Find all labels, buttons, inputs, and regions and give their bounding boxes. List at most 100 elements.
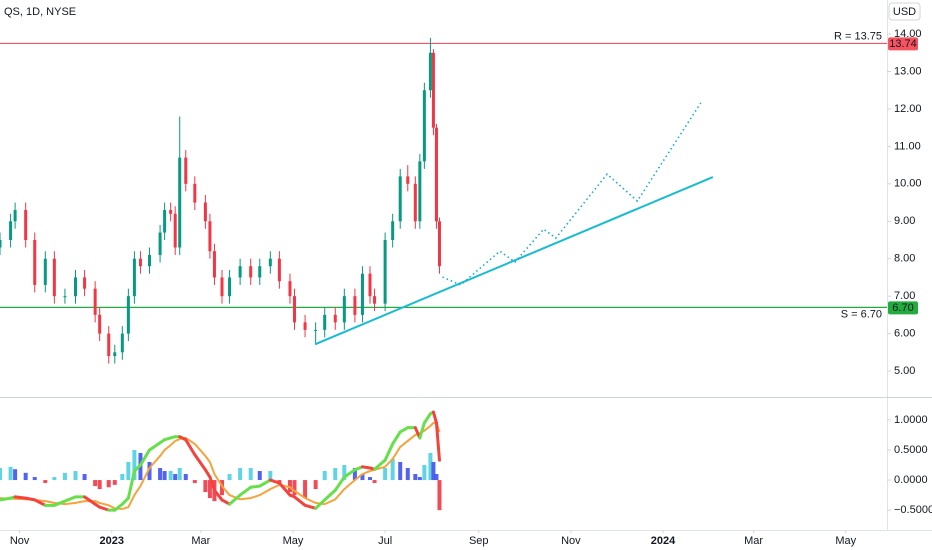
- candle-body: [434, 127, 438, 222]
- fast-line-segment: [431, 410, 438, 425]
- candle-body: [368, 273, 372, 297]
- candle-body: [13, 210, 17, 222]
- histogram-bar: [360, 474, 365, 481]
- histogram-bar: [238, 468, 243, 481]
- candle-body: [428, 52, 432, 91]
- histogram-bar: [168, 471, 173, 481]
- y-tick-label: 11.00: [894, 140, 921, 152]
- x-tick-label: Jul: [378, 535, 392, 547]
- histogram-bar: [97, 480, 102, 490]
- candle-body: [323, 314, 327, 330]
- histogram-bar: [0, 468, 2, 481]
- candle-body: [83, 277, 87, 289]
- histogram-bar: [248, 468, 253, 481]
- fast-line-segment: [148, 441, 162, 452]
- candle-body: [383, 239, 387, 304]
- candle-body: [314, 329, 318, 331]
- candle-body: [138, 258, 142, 267]
- histogram-bar: [313, 480, 318, 490]
- candle-body: [373, 296, 377, 304]
- candle-body: [212, 251, 216, 278]
- histogram-bar: [268, 471, 273, 481]
- histogram-bar: [342, 465, 347, 481]
- fast-line-segment: [258, 478, 272, 488]
- fast-line-segment: [138, 448, 152, 467]
- candle-body: [126, 296, 130, 334]
- chart-title: QS, 1D, NYSE: [4, 6, 76, 18]
- histogram-bar: [8, 466, 13, 481]
- candle-body: [258, 266, 262, 278]
- histogram-bar: [227, 474, 232, 481]
- fast-line-segment: [249, 484, 262, 489]
- fast-line-segment: [24, 496, 37, 502]
- x-tick-label: Mar: [744, 535, 763, 547]
- histogram-bar: [73, 471, 78, 481]
- histogram-bar: [183, 474, 188, 481]
- fast-line-segment: [98, 505, 111, 512]
- fast-line-segment: [238, 485, 253, 497]
- y-tick-label: 14.00: [894, 28, 922, 40]
- histogram-bar: [158, 468, 163, 481]
- histogram-bar: [303, 480, 308, 499]
- candle-body: [113, 352, 117, 357]
- candle-body: [163, 210, 167, 233]
- histogram-bar: [372, 480, 377, 484]
- candle-body: [391, 221, 395, 240]
- histogram-bar: [383, 468, 388, 481]
- resistance-price-label: 13.74: [889, 38, 917, 50]
- candle-body: [418, 161, 422, 222]
- x-tick-label: Nov: [10, 535, 30, 547]
- candle-body: [220, 277, 224, 297]
- histogram-bar: [82, 474, 87, 481]
- histogram-bar: [132, 449, 137, 481]
- fast-line-segment: [212, 488, 224, 502]
- x-tick-label: May: [835, 535, 856, 547]
- indicator-tick-label: −0.5000: [894, 504, 932, 516]
- fast-line-segment: [268, 478, 281, 485]
- x-tick-label: Nov: [561, 535, 581, 547]
- histogram-bar: [390, 458, 395, 481]
- x-tick-label: 2023: [100, 535, 124, 547]
- x-tick-label: Sep: [469, 535, 489, 547]
- candle-body: [292, 296, 296, 323]
- fast-line-segment: [422, 412, 432, 425]
- candle-body: [342, 296, 346, 323]
- histogram-bar: [292, 480, 297, 496]
- currency-button[interactable]: [888, 2, 921, 21]
- support-price-label: 6.70: [892, 302, 913, 314]
- candle-body: [208, 221, 212, 252]
- candle-body: [203, 202, 207, 222]
- fast-line-segment: [391, 430, 402, 446]
- candle-body: [184, 157, 188, 184]
- histogram-bar: [173, 474, 178, 481]
- candle-body: [63, 296, 67, 298]
- fast-line-segment: [314, 498, 327, 510]
- currency-label[interactable]: USD: [893, 6, 916, 18]
- histogram-bar: [126, 461, 131, 481]
- fast-line-segment: [383, 442, 395, 462]
- candle-body: [353, 296, 357, 315]
- candle-body: [74, 277, 78, 297]
- candle-body: [249, 266, 253, 278]
- histogram-bar: [52, 477, 57, 481]
- y-tick-label: 7.00: [894, 290, 915, 302]
- histogram-bar: [434, 474, 439, 481]
- candle-body: [178, 157, 182, 248]
- y-tick-label: 13.00: [894, 65, 922, 77]
- histogram-bar: [333, 468, 338, 481]
- x-tick-label: May: [283, 535, 304, 547]
- fast-line-segment: [434, 421, 441, 462]
- candle-body: [228, 277, 232, 297]
- y-tick-label: 8.00: [894, 253, 915, 265]
- fast-line-segment: [126, 469, 136, 500]
- histogram-bar: [93, 480, 98, 487]
- histogram-bar: [322, 471, 327, 481]
- y-tick-label: 5.00: [894, 365, 915, 377]
- resistance-price-tag: [888, 37, 918, 51]
- candle-body: [333, 314, 337, 323]
- candle-body: [0, 239, 2, 248]
- histogram-bar: [368, 477, 373, 481]
- candle-body: [107, 333, 111, 357]
- fast-line-segment: [292, 495, 307, 507]
